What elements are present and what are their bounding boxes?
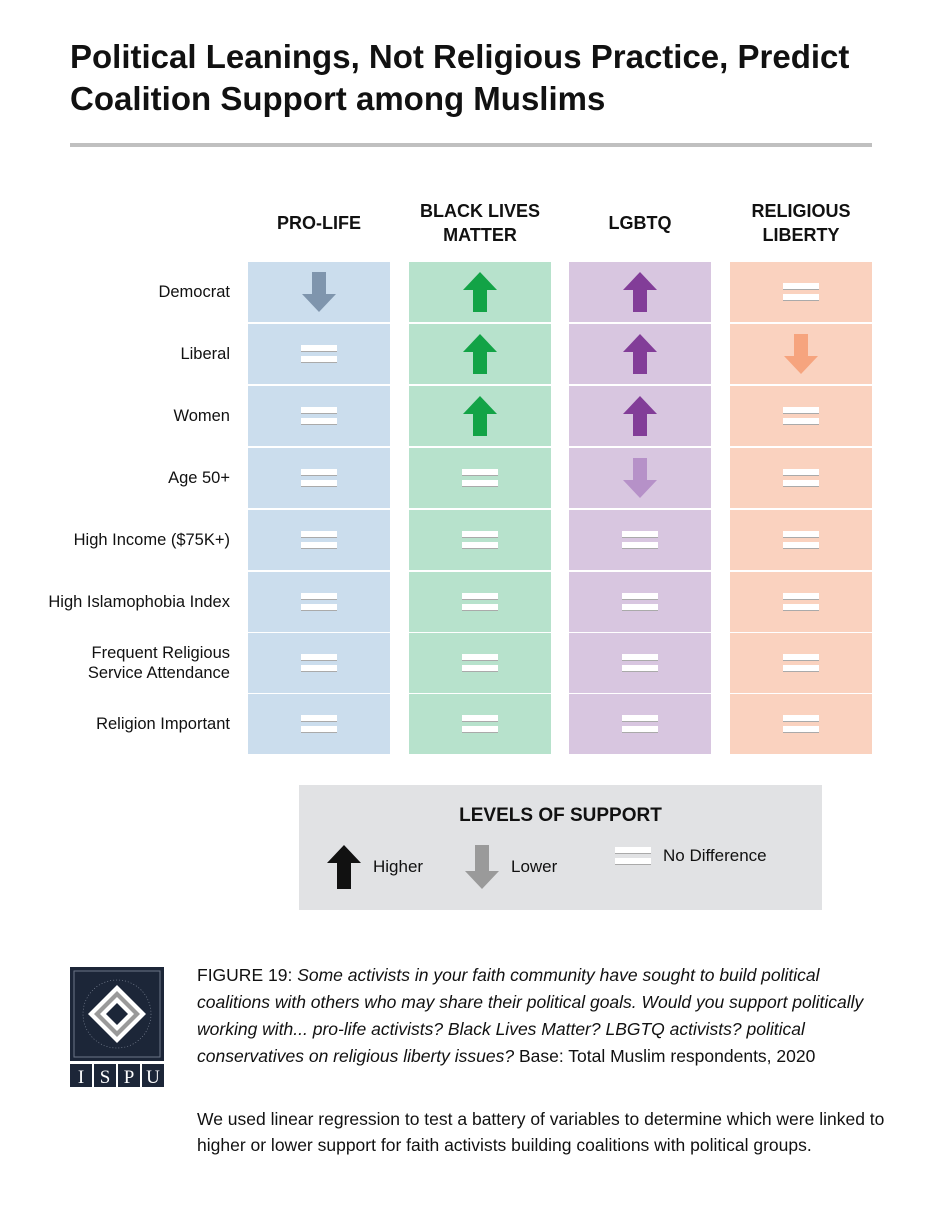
equals-icon [462, 713, 498, 735]
grid-cell [569, 262, 711, 322]
grid-cell [569, 448, 711, 508]
grid-cell [730, 262, 872, 322]
arrow-up-icon [623, 396, 657, 436]
grid-cell [248, 633, 390, 693]
equals-icon [622, 652, 658, 674]
legend-higher-label: Higher [373, 857, 424, 876]
divider [70, 143, 872, 147]
grid-cell [409, 572, 551, 632]
grid-cell [409, 448, 551, 508]
equals-icon [783, 467, 819, 489]
equals-icon [462, 529, 498, 551]
figure-label: FIGURE 19 [197, 965, 288, 985]
grid-cell [569, 386, 711, 446]
equals-icon [622, 713, 658, 735]
row-label: Women [173, 407, 230, 425]
figure-question: Some activists in your faith community h… [197, 965, 864, 1066]
row-label: Age 50+ [168, 469, 230, 487]
grid-cell [730, 448, 872, 508]
grid-cell [248, 694, 390, 754]
column-header: PRO-LIFE [277, 213, 361, 233]
arrow-up-icon [463, 334, 497, 374]
equals-icon [783, 281, 819, 303]
equals-icon [622, 529, 658, 551]
legend-higher: Higher [327, 845, 423, 889]
grid-cell [409, 510, 551, 570]
row-label: Liberal [180, 345, 230, 363]
arrow-down-icon [465, 845, 499, 889]
figure-base: Base: Total Muslim respondents, 2020 [518, 1046, 816, 1066]
arrow-up-icon [623, 272, 657, 312]
equals-icon [301, 467, 337, 489]
grid-cell [409, 324, 551, 384]
svg-text:I: I [78, 1067, 84, 1087]
equals-icon [462, 652, 498, 674]
legend-lower-label: Lower [511, 857, 558, 876]
grid-cell [409, 262, 551, 322]
svg-text:U: U [146, 1067, 160, 1087]
legend-no-difference-label: No Difference [663, 846, 767, 865]
legend: LEVELS OF SUPPORT Higher Lower No Differ… [299, 785, 822, 910]
row-label: Religion Important [96, 715, 230, 733]
grid-cell [730, 694, 872, 754]
arrow-down-icon [784, 334, 818, 374]
arrow-down-icon [302, 272, 336, 312]
row-label: High Islamophobia Index [48, 593, 230, 611]
grid-cell [409, 633, 551, 693]
equals-icon [301, 652, 337, 674]
equals-icon [783, 591, 819, 613]
equals-icon [301, 405, 337, 427]
figure-caption: FIGURE 19: Some activists in your faith … [197, 965, 864, 1066]
arrow-up-icon [327, 845, 361, 889]
equals-icon [462, 591, 498, 613]
page-title: Political Leanings, Not Religious Practi… [70, 38, 850, 117]
grid-cell [248, 386, 390, 446]
equals-icon [783, 652, 819, 674]
grid-cell [569, 510, 711, 570]
grid-cell [248, 324, 390, 384]
legend-title: LEVELS OF SUPPORT [459, 805, 662, 826]
equals-icon [622, 591, 658, 613]
equals-icon [783, 405, 819, 427]
arrow-down-icon [623, 458, 657, 498]
grid-cell [730, 510, 872, 570]
grid-cell [730, 633, 872, 693]
grid-cell [730, 572, 872, 632]
equals-icon [462, 467, 498, 489]
grid-cell [730, 386, 872, 446]
column-header: LGBTQ [608, 213, 672, 233]
row-label: High Income ($75K+) [73, 531, 230, 549]
equals-icon [301, 343, 337, 365]
grid-cell [248, 262, 390, 322]
equals-icon [301, 713, 337, 735]
column-header: BLACK LIVES MATTER [419, 201, 540, 245]
grid-cell [409, 694, 551, 754]
grid-cell [569, 324, 711, 384]
grid-cell [569, 633, 711, 693]
grid-cell [248, 572, 390, 632]
equals-icon [301, 529, 337, 551]
svg-text:P: P [124, 1067, 135, 1087]
svg-text:S: S [100, 1067, 111, 1087]
legend-no-difference: No Difference [615, 845, 767, 867]
arrow-up-icon [463, 272, 497, 312]
grid-cell [569, 694, 711, 754]
grid-cell [730, 324, 872, 384]
column-header: RELIGIOUS LIBERTY [751, 201, 851, 245]
legend-lower: Lower [465, 845, 557, 889]
equals-icon [783, 529, 819, 551]
grid-cell [248, 510, 390, 570]
grid-cell [248, 448, 390, 508]
row-label: Democrat [158, 283, 230, 301]
row-label: Frequent Religious Service Attendance [87, 644, 230, 682]
arrow-up-icon [623, 334, 657, 374]
methodology-note: We used linear regression to test a batt… [197, 1109, 885, 1155]
equals-icon [783, 713, 819, 735]
grid-cell [569, 572, 711, 632]
equals-icon [615, 845, 651, 867]
equals-icon [301, 591, 337, 613]
arrow-up-icon [463, 396, 497, 436]
grid-cell [409, 386, 551, 446]
